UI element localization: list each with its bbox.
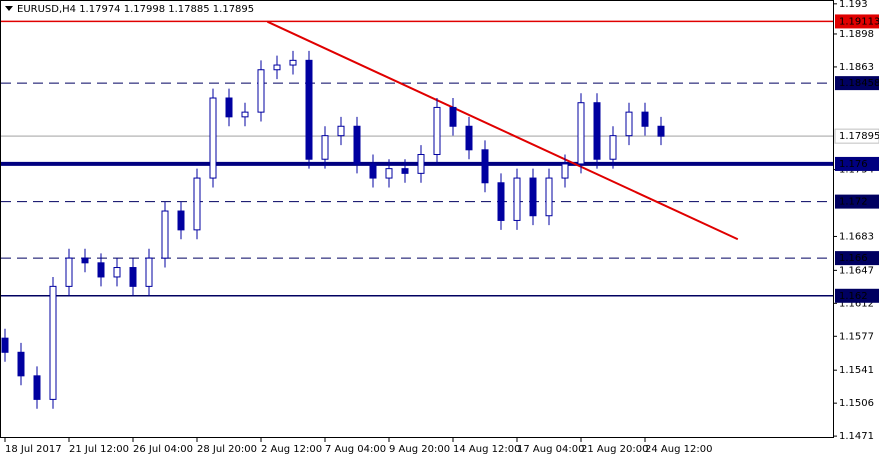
candle-body [481,149,489,184]
candle-body [17,351,25,377]
level-label-bg [835,14,879,29]
candle-body [273,64,281,71]
trendline [266,20,739,241]
x-tick-label: 7 Aug 04:00 [325,444,386,455]
candle-body [1,337,9,353]
level-label: 1.172 [839,197,868,208]
candle-body [81,257,89,264]
level-label: 1.162 [839,291,868,302]
level-label-bg [835,156,879,171]
candle-body [417,154,425,174]
candle-body [369,163,377,179]
candle-body [305,59,313,160]
candle-body [465,125,473,151]
x-tick-label: 9 Aug 20:00 [389,444,450,455]
level-label-bg [835,251,879,266]
candle-body [497,182,505,221]
candle-body [433,106,441,156]
candle-body [145,257,153,287]
level-label: 1.176 [839,159,868,170]
candle-body [385,168,393,179]
level-label-bg [835,288,879,303]
candle-body [545,177,553,217]
candle-body [129,267,137,287]
candle-body [193,177,201,231]
candle-body [97,262,105,278]
candle-body [593,102,601,160]
candle-body [225,97,233,118]
candle-body [161,210,169,259]
candle-body [577,102,585,165]
candle-body [561,163,569,179]
level-label-bg [834,128,879,144]
x-tick-label: 24 Aug 12:00 [645,444,712,455]
candle-body [529,177,537,217]
y-tick-label: 1.1898 [839,29,874,40]
candle-body [289,59,297,66]
candle-body [353,125,361,165]
y-tick-label: 1.193 [839,0,868,10]
level-label: 1.19113 [839,16,879,27]
candle-body [321,135,329,160]
candle-body [49,285,57,400]
plot-frame [0,0,834,438]
y-tick-label: 1.1612 [839,298,874,309]
y-tick-label: 1.1541 [839,365,874,376]
y-tick-label: 1.1683 [839,231,874,242]
candle-body [65,257,73,287]
candle-body [513,177,521,221]
menu-arrow[interactable] [5,6,13,11]
y-tick-label: 1.1863 [839,62,874,73]
candle-body [641,111,649,127]
level-label: 1.17895 [839,131,879,142]
x-tick-label: 21 Jul 12:00 [69,444,129,455]
y-tick-label: 1.1471 [839,431,874,442]
candle-body [113,267,121,278]
y-tick-label: 1.1647 [839,265,874,276]
x-tick-label: 2 Aug 12:00 [261,444,322,455]
candle-body [33,375,41,400]
candle-body [337,125,345,137]
candle-body [609,135,617,160]
x-tick-label: 26 Jul 04:00 [133,444,193,455]
level-label-bg [835,76,879,91]
x-tick-label: 17 Aug 04:00 [517,444,584,455]
level-label: 1.166 [839,253,868,264]
x-tick-label: 14 Aug 12:00 [453,444,520,455]
candle-body [257,69,265,113]
y-tick-label: 1.1506 [839,398,874,409]
candle-body [209,97,217,179]
candle-body [449,106,457,127]
level-label-bg [835,194,879,209]
chart-title: EURUSD,H4 1.17974 1.17998 1.17885 1.1789… [17,4,254,15]
candle-body [177,210,185,231]
candle-body [625,111,633,137]
candle-body [657,125,665,137]
level-label: 1.18458 [839,78,879,89]
candle-body [241,111,249,118]
x-tick-label: 21 Aug 20:00 [581,444,648,455]
x-tick-label: 18 Jul 2017 [5,444,62,455]
y-tick-label: 1.1577 [839,331,874,342]
x-tick-label: 28 Jul 20:00 [197,444,257,455]
candle-body [401,168,409,174]
